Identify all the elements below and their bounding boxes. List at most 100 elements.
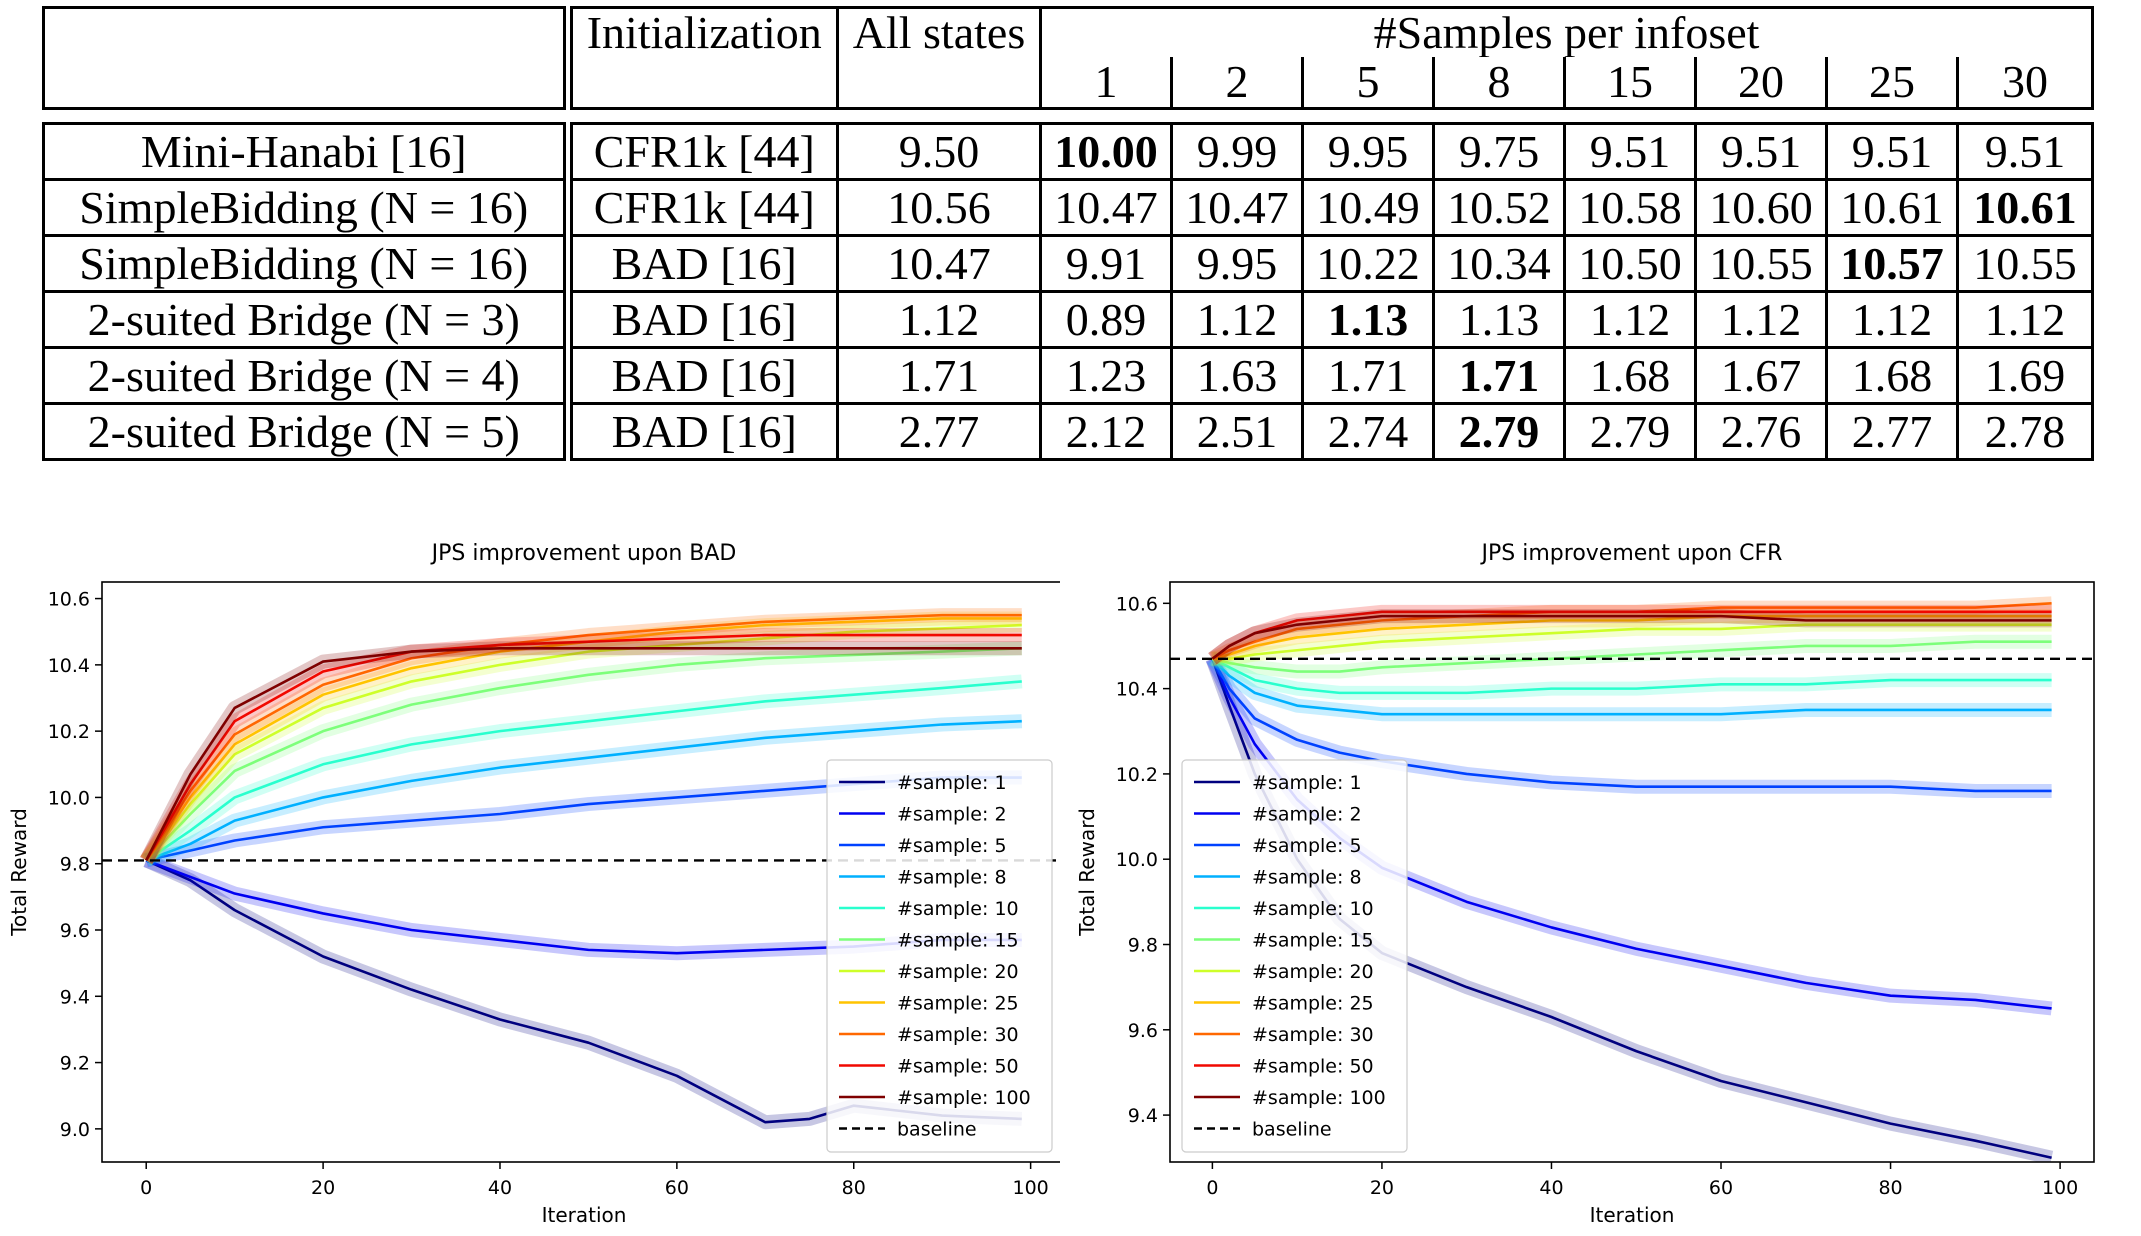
legend-entry: #sample: 50 — [1252, 1056, 1374, 1078]
legend-entry: #sample: 15 — [897, 930, 1019, 952]
cell-value: 10.57 — [1825, 234, 1959, 293]
best-value: 1.13 — [1327, 294, 1409, 345]
y-axis-label: Total Reward — [7, 808, 31, 937]
y-axis-label: Total Reward — [1075, 808, 1099, 937]
cell-value: 9.99 — [1170, 122, 1304, 181]
legend-entry: #sample: 8 — [1252, 867, 1362, 889]
cell-value: 1.12 — [1825, 290, 1959, 349]
table-row: 2-suited Bridge (N = 4) BAD [16] 1.71 1.23 1… — [42, 346, 2095, 405]
cell-value: 1.71 — [1301, 346, 1435, 405]
chart-title: JPS improvement upon CFR — [1480, 541, 1783, 566]
cell-value: 9.75 — [1432, 122, 1566, 181]
best-value: 10.61 — [1973, 182, 2077, 233]
cell-value: 1.12 — [1955, 290, 2095, 349]
x-tick-label: 60 — [665, 1177, 689, 1199]
best-value: 10.00 — [1054, 126, 1158, 177]
legend-entry: #sample: 30 — [1252, 1024, 1374, 1046]
cell-all-states: 2.77 — [836, 402, 1042, 461]
y-tick-label: 9.8 — [60, 854, 90, 876]
y-tick-label: 10.6 — [48, 589, 90, 611]
cell-value: 10.47 — [1039, 178, 1173, 237]
series-line — [1211, 614, 2052, 660]
series-line — [1212, 623, 2052, 661]
cell-value: 1.71 — [1432, 346, 1566, 405]
cell-value: 9.51 — [1694, 122, 1828, 181]
legend-entry: #sample: 30 — [897, 1024, 1019, 1046]
cell-value: 10.52 — [1432, 178, 1566, 237]
cell-game: 2-suited Bridge (N = 4) — [42, 346, 573, 405]
cell-value: 9.51 — [1955, 122, 2095, 181]
y-tick-label: 10.0 — [48, 787, 90, 809]
cell-game: 2-suited Bridge (N = 5) — [42, 402, 573, 461]
line-chart: JPS improvement upon CFR Iteration Total R… — [1075, 541, 2095, 1227]
best-value: 1.71 — [1458, 350, 1540, 401]
cell-value: 9.95 — [1301, 122, 1435, 181]
cell-value: 10.55 — [1694, 234, 1828, 293]
header-sample-count: 25 — [1825, 57, 1959, 110]
legend-entry: #sample: 50 — [897, 1056, 1019, 1078]
cell-value: 10.61 — [1825, 178, 1959, 237]
cell-value: 1.63 — [1170, 346, 1304, 405]
cell-init: BAD [16] — [566, 290, 839, 349]
header-sample-count: 8 — [1432, 57, 1566, 110]
cell-value: 0.89 — [1039, 290, 1173, 349]
cell-value: 10.34 — [1432, 234, 1566, 293]
cell-all-states: 10.56 — [836, 178, 1042, 237]
legend-entry: #sample: 2 — [1252, 804, 1362, 826]
cell-game: SimpleBidding (N = 16) — [42, 234, 573, 293]
series-line — [145, 719, 1022, 862]
y-tick-label: 9.2 — [60, 1053, 90, 1075]
x-tick-label: 20 — [1370, 1177, 1394, 1199]
cell-value: 2.74 — [1301, 402, 1435, 461]
x-tick-label: 20 — [311, 1177, 335, 1199]
series-line — [145, 623, 1022, 862]
legend-entry: #sample: 100 — [1252, 1087, 1386, 1109]
series-line — [145, 633, 1022, 862]
y-tick-label: 10.0 — [1116, 849, 1158, 871]
cell-value: 9.51 — [1563, 122, 1697, 181]
cell-value: 9.51 — [1825, 122, 1959, 181]
x-tick-label: 100 — [1012, 1177, 1048, 1199]
x-tick-label: 0 — [1206, 1177, 1218, 1199]
cell-value: 2.77 — [1825, 402, 1959, 461]
cell-value: 9.95 — [1170, 234, 1304, 293]
series-line — [1211, 658, 2052, 1010]
x-tick-label: 60 — [1709, 1177, 1733, 1199]
cell-value: 2.51 — [1170, 402, 1304, 461]
y-tick-label: 9.0 — [60, 1119, 90, 1141]
table-row: SimpleBidding (N = 16) CFR1k [44] 10.56 10.… — [42, 178, 2095, 237]
plot-frame — [1169, 581, 2095, 1163]
y-tick-label: 9.6 — [1128, 1020, 1158, 1042]
y-tick-label: 9.4 — [1128, 1105, 1158, 1127]
cell-value: 10.22 — [1301, 234, 1435, 293]
legend-entry: #sample: 10 — [897, 898, 1019, 920]
legend-entry: #sample: 2 — [897, 804, 1007, 826]
cell-value: 1.68 — [1825, 346, 1959, 405]
cell-value: 10.58 — [1563, 178, 1697, 237]
cell-value: 10.55 — [1955, 234, 2095, 293]
cell-all-states: 1.12 — [836, 290, 1042, 349]
series-line — [145, 617, 1022, 862]
cell-value: 1.12 — [1694, 290, 1828, 349]
cell-value: 2.79 — [1432, 402, 1566, 461]
cell-value: 9.91 — [1039, 234, 1173, 293]
legend-entry: #sample: 8 — [897, 867, 1007, 889]
legend-entry: #sample: 5 — [1252, 835, 1362, 857]
cell-all-states: 1.71 — [836, 346, 1042, 405]
y-tick-label: 10.4 — [1116, 679, 1158, 701]
legend-entry: #sample: 100 — [897, 1087, 1031, 1109]
cell-value: 1.69 — [1955, 346, 2095, 405]
header-blank — [42, 6, 573, 110]
series-line — [1212, 614, 2052, 661]
cell-init: CFR1k [44] — [566, 178, 839, 237]
chart-cfr: JPS improvement upon CFR Iteration Total R… — [1068, 530, 2128, 1236]
cell-value: 1.23 — [1039, 346, 1173, 405]
cell-game: 2-suited Bridge (N = 3) — [42, 290, 573, 349]
cell-value: 1.13 — [1432, 290, 1566, 349]
table-header-row: Initialization All states #Samples per inf… — [42, 6, 2095, 110]
x-tick-label: 40 — [488, 1177, 512, 1199]
cell-value: 2.78 — [1955, 402, 2095, 461]
results-table: Initialization All states #Samples per inf… — [42, 6, 2095, 461]
header-all-states: All states — [836, 6, 1042, 110]
table-row: Mini-Hanabi [16] CFR1k [44] 9.50 10.00 9.99 9… — [42, 122, 2095, 181]
